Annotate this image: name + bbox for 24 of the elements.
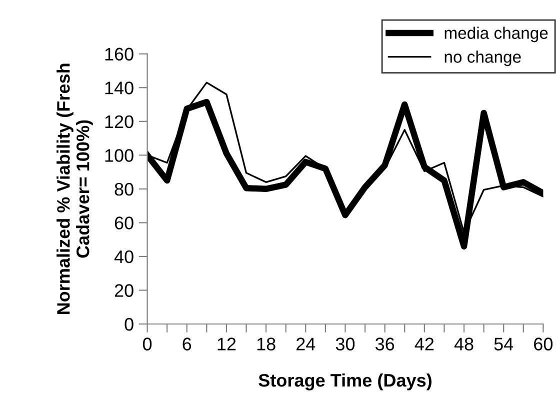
x-tick-label: 42 bbox=[414, 338, 434, 350]
y-tick-label: 40 bbox=[114, 250, 134, 264]
x-tick-label: 48 bbox=[454, 338, 474, 350]
y-tick-label: 100 bbox=[105, 149, 134, 162]
y-tick-label: 140 bbox=[105, 82, 134, 94]
x-tick-label: 18 bbox=[257, 338, 276, 350]
y-tick-label: 120 bbox=[105, 115, 134, 128]
legend-label: no change bbox=[444, 50, 521, 66]
x-tick-label: 36 bbox=[375, 338, 394, 350]
y-tick-label: 80 bbox=[114, 182, 134, 196]
y-axis-title: Normalized % Viability (Fresh Cadaver= 100%) bbox=[56, 64, 93, 314]
x-tick-label: 30 bbox=[336, 338, 355, 350]
x-tick-label: 54 bbox=[494, 338, 514, 350]
y-tick-label: 0 bbox=[124, 318, 134, 331]
x-tick-label: 0 bbox=[142, 338, 152, 350]
y-tick-label: 20 bbox=[114, 284, 134, 297]
x-tick-label: 60 bbox=[534, 338, 553, 350]
legend-label: media change bbox=[444, 26, 548, 42]
y-tick-label: 160 bbox=[105, 48, 134, 61]
x-axis-title: Storage Time (Days) bbox=[258, 373, 432, 390]
x-tick-label: 24 bbox=[296, 338, 316, 350]
y-tick-label: 60 bbox=[114, 216, 134, 230]
x-tick-label: 12 bbox=[218, 338, 236, 350]
x-tick-label: 6 bbox=[182, 338, 192, 350]
